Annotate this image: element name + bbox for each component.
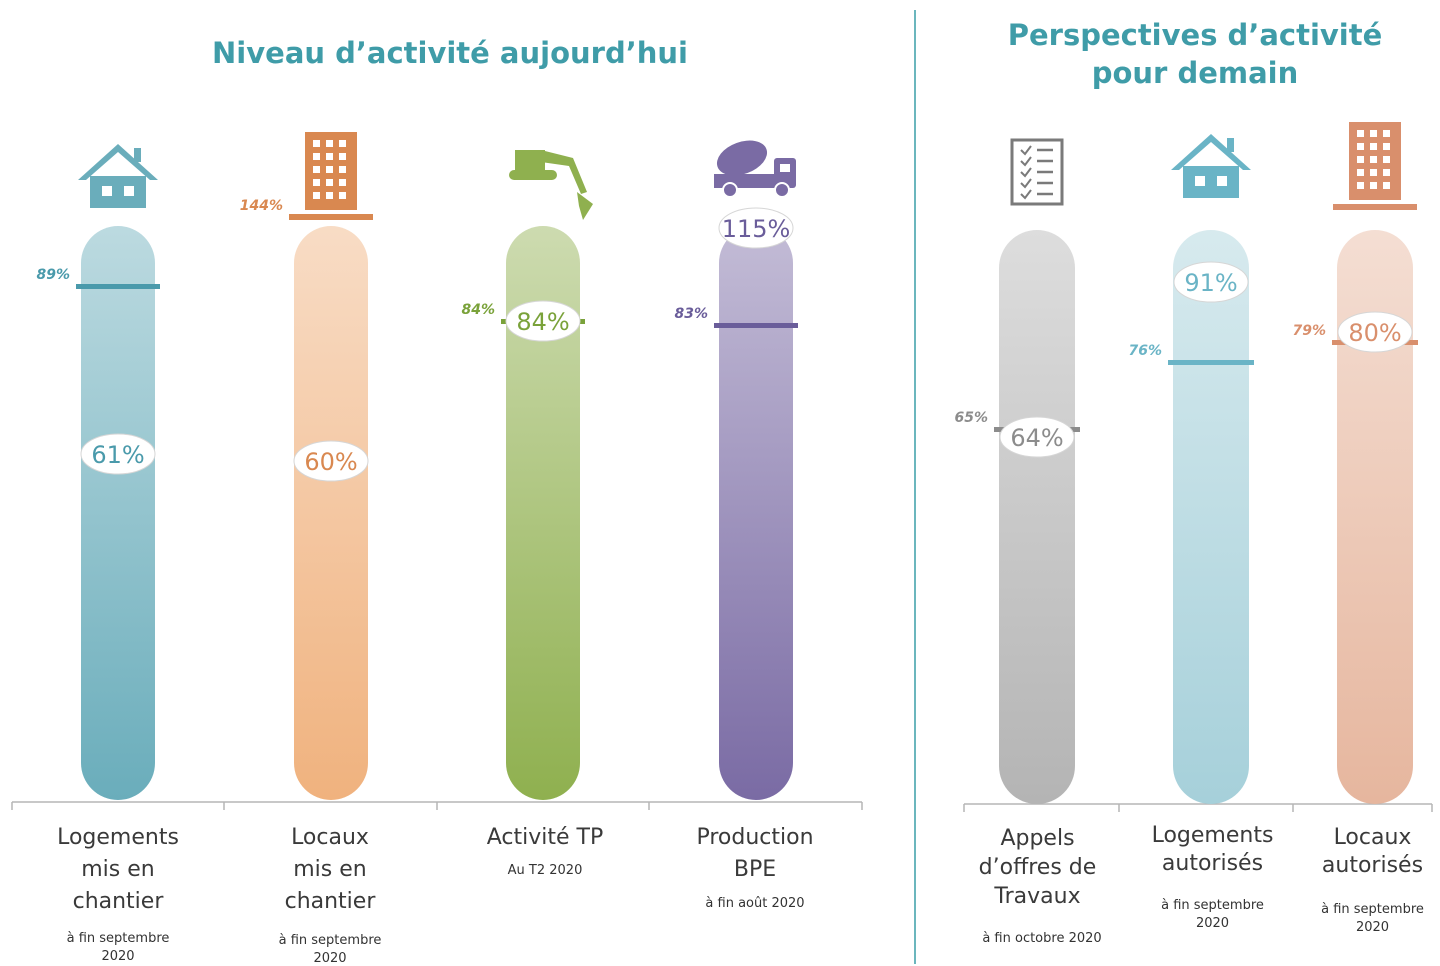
current-value-bubble [505, 300, 581, 342]
category-label: Locaux mis en chantier [284, 825, 376, 914]
category-label: Activité TP [486, 825, 604, 850]
current-value-bubble [80, 433, 156, 475]
category-sub-label: Au T2 2020 [507, 863, 583, 878]
reference-value-label: 65% [954, 410, 988, 426]
category-label: Logements autorisés [1151, 823, 1274, 876]
current-value-label: 115% [722, 215, 791, 243]
current-value-label: 91% [1184, 269, 1237, 297]
current-value-bubble [1337, 311, 1413, 353]
current-value-bubble [718, 207, 794, 249]
building-icon [289, 132, 373, 220]
excavator-icon [509, 150, 593, 220]
bar [81, 226, 155, 800]
category-sub-label: à fin septembre 2020 [278, 933, 382, 964]
reference-value-label: 144% [240, 198, 283, 214]
reference-value-label: 76% [1128, 343, 1162, 359]
category-label: Locaux autorisés [1321, 825, 1424, 878]
category-sub-label: à fin septembre 2020 [66, 931, 170, 964]
reference-value-label: 79% [1292, 323, 1326, 339]
reference-marker [714, 323, 798, 328]
current-value-label: 64% [1010, 424, 1063, 452]
concrete-truck-icon [714, 140, 796, 198]
right-panel-title: Perspectives d’activité pour demain [1007, 18, 1383, 90]
category-sub-label: à fin août 2020 [705, 896, 805, 911]
current-value-bubble [293, 440, 369, 482]
bar [719, 226, 793, 800]
building-icon [1333, 122, 1417, 210]
reference-value-label: 84% [461, 302, 495, 318]
category-label: Production BPE [696, 825, 814, 882]
current-value-bubble [999, 416, 1075, 458]
reference-marker [76, 284, 160, 289]
category-sub-label: à fin octobre 2020 [982, 931, 1102, 946]
category-sub-label: à fin septembre 2020 [1161, 898, 1264, 931]
left-panel-title: Niveau d’activité aujourd’hui [212, 36, 688, 70]
current-value-label: 80% [1348, 319, 1401, 347]
category-sub-label: à fin septembre 2020 [1321, 902, 1424, 935]
bar [999, 230, 1075, 804]
house-icon [78, 144, 158, 208]
current-value-label: 60% [304, 448, 357, 476]
bar [1337, 230, 1413, 804]
current-value-label: 84% [516, 308, 569, 336]
current-value-bubble [1173, 261, 1249, 303]
reference-marker [1168, 360, 1254, 365]
category-label: Logements mis en chantier [57, 825, 179, 914]
bar [506, 226, 580, 800]
bar [294, 226, 368, 800]
current-value-label: 61% [91, 441, 144, 469]
category-label: Appels d’offres de Travaux [978, 826, 1097, 909]
checklist-icon [1010, 138, 1064, 206]
reference-value-label: 83% [674, 306, 708, 322]
bar [1173, 230, 1249, 804]
reference-value-label: 89% [36, 267, 70, 283]
house-icon [1171, 134, 1251, 198]
panel-divider [914, 10, 916, 964]
